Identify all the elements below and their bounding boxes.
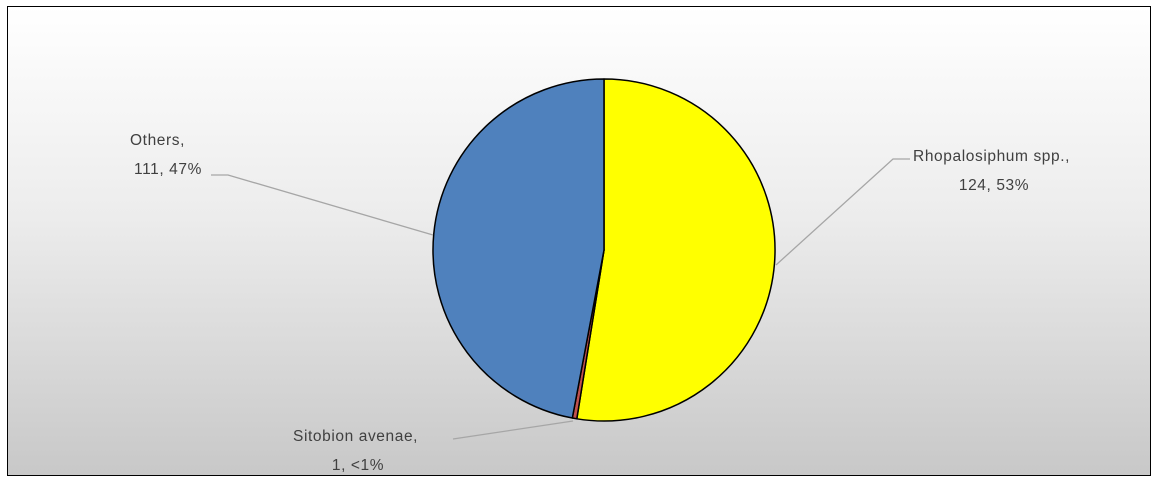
- pie-slices: [432, 78, 776, 422]
- pie-chart: Rhopalosiphum spp., 124, 53% Sitobion av…: [130, 78, 1075, 474]
- data-label-rhopalosiphum: Rhopalosiphum spp., 124, 53%: [913, 148, 1075, 194]
- data-label-rhopalosiphum-line1: Rhopalosiphum spp.,: [913, 148, 1070, 165]
- pie-slice-rhopalosiphum-spp: [576, 78, 776, 422]
- leader-line-sitobion: [452, 420, 574, 440]
- data-label-others-line1: Others,: [130, 132, 185, 149]
- data-label-rhopalosiphum-line2: 124, 53%: [959, 177, 1029, 194]
- chart-area: Rhopalosiphum spp., 124, 53% Sitobion av…: [7, 6, 1151, 476]
- data-labels: Rhopalosiphum spp., 124, 53% Sitobion av…: [130, 132, 1075, 474]
- leader-lines: [211, 158, 910, 440]
- data-label-sitobion: Sitobion avenae, 1, <1%: [293, 428, 423, 474]
- data-label-others: Others, 111, 47%: [130, 132, 202, 178]
- data-label-others-line2: 111, 47%: [134, 161, 202, 178]
- data-label-sitobion-line1: Sitobion avenae,: [293, 428, 418, 445]
- data-label-sitobion-line2: 1, <1%: [332, 457, 384, 474]
- leader-line-others: [211, 174, 434, 236]
- pie-slice-others: [432, 78, 605, 419]
- leader-line-rhopalosiphum: [775, 158, 910, 266]
